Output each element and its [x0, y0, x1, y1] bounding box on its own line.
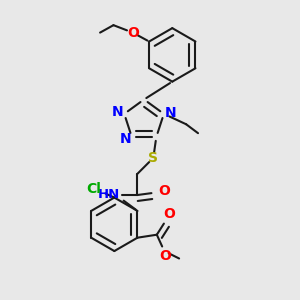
- Text: O: O: [127, 26, 139, 40]
- Text: HN: HN: [98, 188, 120, 201]
- Text: O: O: [159, 184, 170, 198]
- Text: N: N: [112, 105, 124, 119]
- Text: O: O: [159, 249, 171, 263]
- Text: N: N: [119, 132, 131, 145]
- Text: S: S: [148, 151, 158, 165]
- Text: O: O: [164, 207, 176, 221]
- Text: N: N: [165, 106, 176, 120]
- Text: Cl: Cl: [86, 182, 101, 196]
